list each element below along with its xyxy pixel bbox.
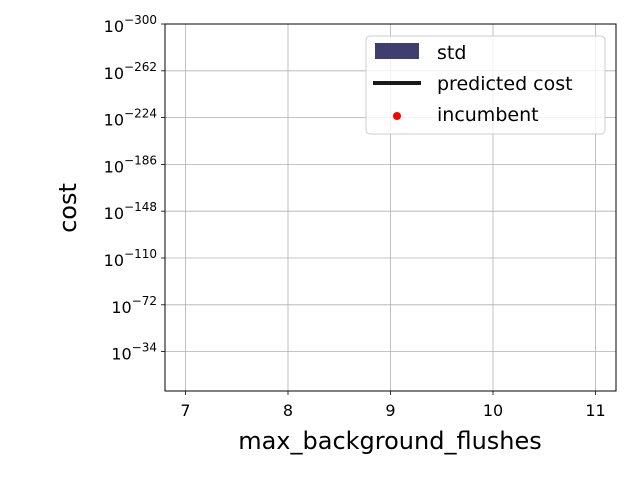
y-tick-base: 10 — [111, 298, 131, 317]
x-tick-label: 11 — [585, 401, 605, 420]
y-tick-base: 10 — [111, 345, 131, 364]
y-tick-label: 10−186 — [104, 153, 157, 176]
y-tick-exponent: −148 — [124, 200, 157, 214]
y-tick-exponent: −224 — [124, 107, 157, 121]
y-tick-base: 10 — [104, 157, 124, 176]
y-tick-label: 10−300 — [104, 13, 157, 36]
x-axis-label: max_background_flushes — [238, 427, 542, 455]
y-tick-label: 10−72 — [111, 294, 157, 317]
y-tick-exponent: −300 — [124, 13, 157, 27]
y-tick-exponent: −262 — [124, 60, 157, 74]
y-tick-base: 10 — [104, 64, 124, 83]
x-tick-label: 9 — [385, 401, 395, 420]
legend-predicted-cost-label: predicted cost — [437, 73, 573, 95]
legend-std-swatch — [375, 43, 419, 59]
y-tick-label: 10−148 — [104, 200, 157, 223]
y-tick-exponent: −72 — [132, 294, 157, 308]
y-tick-base: 10 — [104, 17, 124, 36]
x-tick-label: 10 — [483, 401, 503, 420]
y-tick-label: 10−262 — [104, 60, 157, 83]
legend-std-label: std — [437, 42, 466, 64]
legend-incumbent-marker — [393, 112, 401, 120]
y-tick-exponent: −110 — [124, 247, 157, 261]
legend: std predicted cost incumbent — [365, 35, 606, 135]
y-tick-exponent: −186 — [124, 153, 157, 167]
y-tick-label: 10−34 — [111, 341, 157, 364]
y-tick-label: 10−224 — [104, 107, 157, 130]
y-tick-label: 10−110 — [104, 247, 157, 270]
x-tick-label: 7 — [180, 401, 190, 420]
y-axis-label: cost — [54, 183, 82, 233]
legend-box — [365, 35, 606, 135]
x-ticks: 7 8 9 10 11 — [180, 391, 606, 420]
y-tick-exponent: −34 — [132, 341, 157, 355]
y-tick-base: 10 — [104, 111, 124, 130]
x-tick-label: 8 — [283, 401, 293, 420]
y-ticks: 10−30010−26210−22410−18610−14810−11010−7… — [104, 13, 165, 364]
y-tick-base: 10 — [104, 204, 124, 223]
legend-incumbent-label: incumbent — [437, 104, 539, 126]
y-tick-base: 10 — [104, 251, 124, 270]
